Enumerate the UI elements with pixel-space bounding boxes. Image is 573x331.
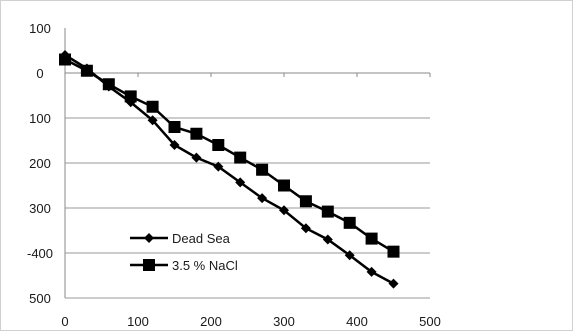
y-tick-label: 300 xyxy=(29,201,51,216)
data-point xyxy=(168,121,181,133)
legend-label: Dead Sea xyxy=(172,231,231,246)
data-point xyxy=(365,232,378,245)
legend-entry: 3.5 % NaCl xyxy=(130,258,238,273)
data-point xyxy=(234,151,247,164)
data-point xyxy=(388,278,399,289)
series-line xyxy=(64,53,395,285)
legend-swatch-marker xyxy=(143,259,155,271)
x-tick-label: 300 xyxy=(273,314,295,329)
x-tick-label: 400 xyxy=(346,314,368,329)
data-point xyxy=(80,64,93,77)
legend-swatch-marker xyxy=(144,233,154,243)
y-tick-label: -400 xyxy=(27,246,53,261)
data-point xyxy=(256,163,269,176)
y-tick-label: 100 xyxy=(29,111,51,126)
data-point xyxy=(299,195,312,208)
y-tick-label: 200 xyxy=(29,156,51,171)
data-point xyxy=(322,234,333,245)
data-point xyxy=(387,245,400,258)
y-tick-label: 100 xyxy=(29,21,51,36)
series-square xyxy=(59,53,400,258)
x-tick-label: 500 xyxy=(419,314,441,329)
y-tick-label: 500 xyxy=(29,291,51,306)
data-point xyxy=(146,100,159,113)
data-point xyxy=(147,115,158,126)
legend: Dead Sea 3.5 % NaCl xyxy=(130,231,238,273)
tick-labels: 100 0 100 200 300 -400 500 0 100 200 300 400 500 xyxy=(27,21,441,329)
data-point xyxy=(366,266,377,277)
data-point xyxy=(300,223,311,234)
legend-label: 3.5 % NaCl xyxy=(172,258,238,273)
data-point xyxy=(169,140,180,150)
data-point xyxy=(279,205,289,216)
data-point xyxy=(102,78,115,91)
data-point xyxy=(321,205,334,218)
x-tick-label: 0 xyxy=(61,314,68,329)
y-tick-label: 0 xyxy=(36,66,43,81)
x-tick-label: 200 xyxy=(200,314,222,329)
data-point xyxy=(278,179,290,192)
series-line xyxy=(64,58,395,253)
data-point xyxy=(124,90,137,103)
x-tick-label: 100 xyxy=(127,314,149,329)
data-point xyxy=(212,139,225,151)
data-point xyxy=(59,53,71,66)
legend-entry: Dead Sea xyxy=(130,231,231,246)
data-point xyxy=(343,216,356,229)
axes xyxy=(64,28,431,298)
data-point xyxy=(191,152,202,163)
data-point xyxy=(235,177,246,188)
data-point xyxy=(344,250,355,261)
data-series xyxy=(59,50,400,289)
data-point xyxy=(190,127,203,140)
data-point xyxy=(257,193,268,204)
data-point xyxy=(213,161,224,172)
